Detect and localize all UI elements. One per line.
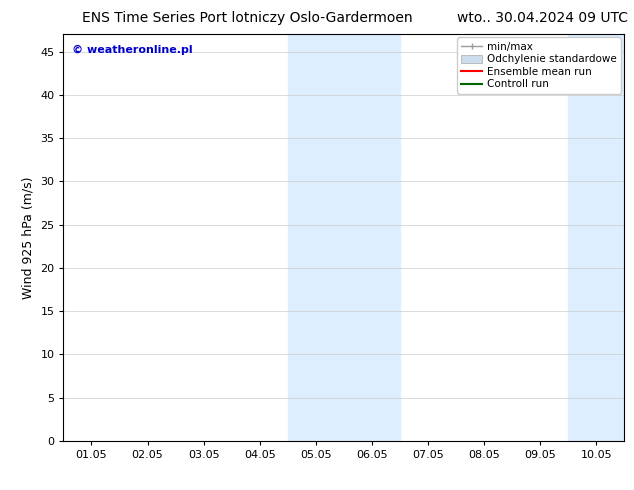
Bar: [344, 34, 400, 441]
Text: wto.. 30.04.2024 09 UTC: wto.. 30.04.2024 09 UTC: [456, 11, 628, 25]
Text: ENS Time Series Port lotniczy Oslo-Gardermoen: ENS Time Series Port lotniczy Oslo-Garde…: [82, 11, 413, 25]
Bar: [624, 34, 634, 441]
Text: © weatheronline.pl: © weatheronline.pl: [72, 45, 193, 54]
Legend: min/max, Odchylenie standardowe, Ensemble mean run, Controll run: min/max, Odchylenie standardowe, Ensembl…: [457, 37, 621, 94]
Bar: [288, 34, 344, 441]
Y-axis label: Wind 925 hPa (m/s): Wind 925 hPa (m/s): [22, 176, 35, 299]
Bar: [569, 34, 624, 441]
